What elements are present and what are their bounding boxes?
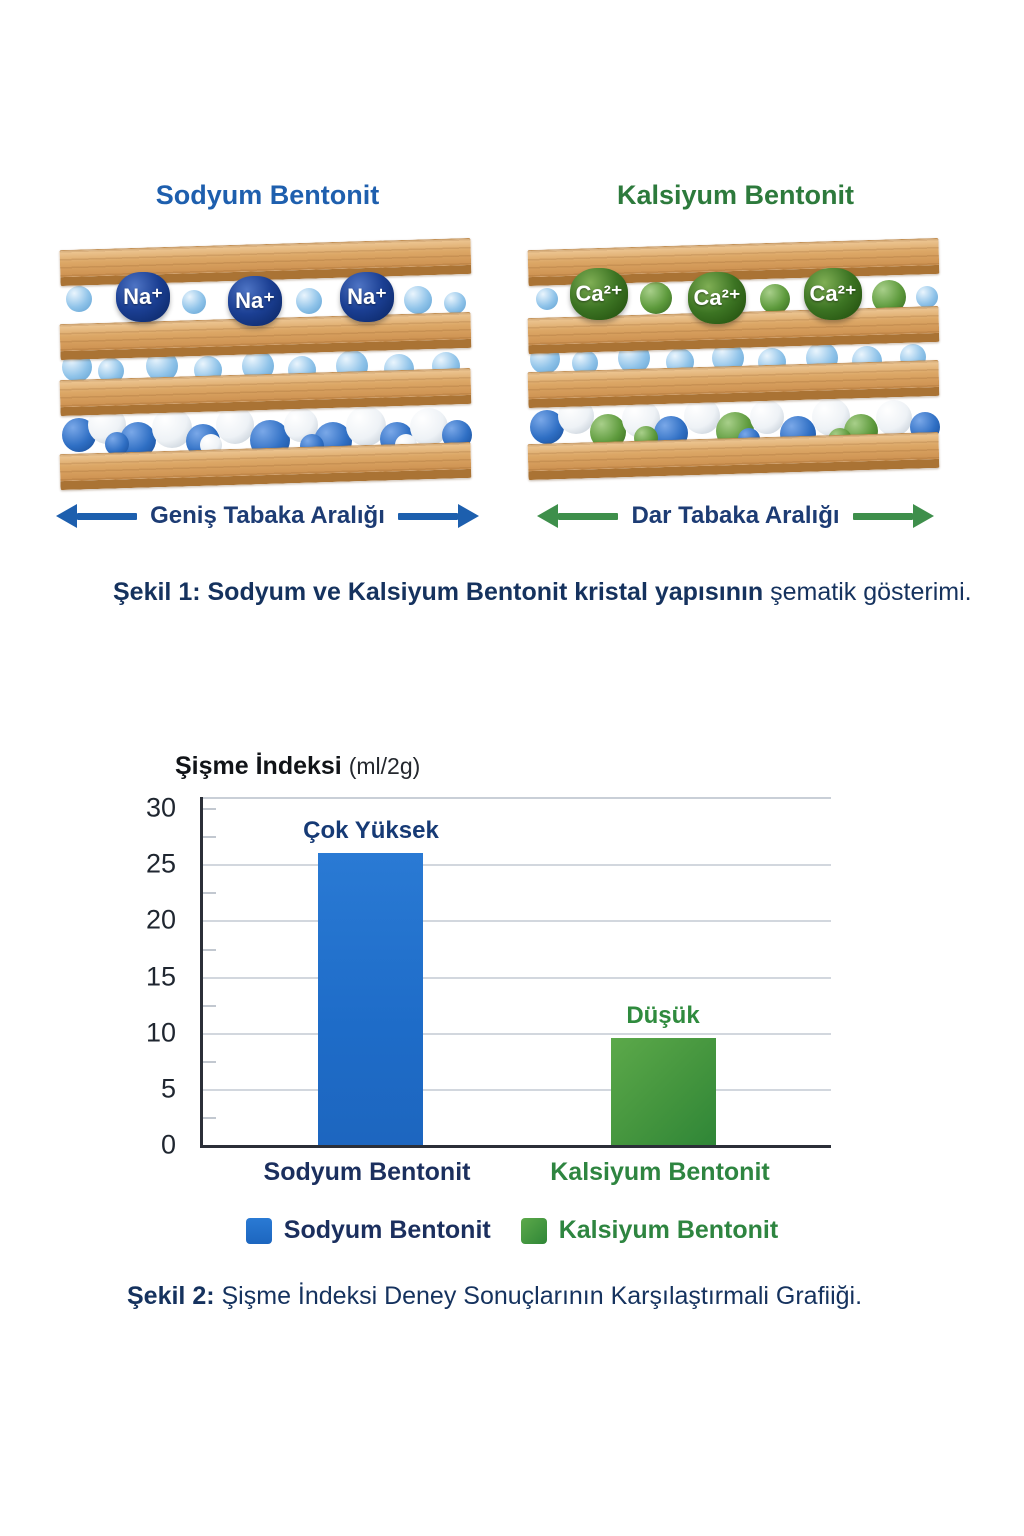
figure1-caption: Şekil 1: Sodyum ve Kalsiyum Bentonit kri… — [113, 578, 972, 606]
sodium-bentonite-title: Sodyum Bentonit — [155, 180, 380, 210]
molecule-sphere — [750, 400, 784, 434]
y-tick-label: 0 — [160, 1129, 176, 1160]
arrow-left-icon — [77, 512, 138, 520]
gridline-10 — [203, 1032, 831, 1035]
molecule-sphere — [684, 398, 720, 434]
molecule-sphere — [296, 288, 322, 314]
minor-tick — [203, 1116, 216, 1119]
molecule-sphere — [216, 406, 254, 444]
minor-tick — [203, 948, 216, 951]
x-category-calcium: Kalsiyum Bentonit — [550, 1158, 770, 1186]
calcium-bentonite-diagram: Ca²⁺ Ca²⁺ Ca²⁺ — [527, 237, 943, 492]
gridline-25 — [203, 864, 831, 867]
sodium-ion: Na⁺ — [228, 276, 282, 326]
molecule-sphere — [876, 400, 912, 436]
molecule-sphere — [152, 408, 192, 448]
molecule-sphere — [536, 288, 558, 310]
sodium-ion: Na⁺ — [340, 272, 394, 322]
narrow-layer-spacing-label: Dar Tabaka Aralığı — [528, 502, 943, 530]
molecule-sphere — [346, 406, 386, 446]
calcium-bentonite-title: Kalsiyum Bentonit — [616, 180, 855, 210]
sodium-bentonite-diagram: Na⁺ Na⁺ Na⁺ — [59, 237, 475, 492]
legend-item-calcium: Kalsiyum Bentonit — [520, 1216, 778, 1245]
y-tick-label: 15 — [145, 961, 176, 992]
minor-tick — [203, 892, 216, 895]
sodium-ion: Na⁺ — [116, 272, 170, 322]
legend-swatch-green — [520, 1217, 547, 1244]
clay-layer — [527, 431, 940, 481]
bar-value-label: Çok Yüksek — [303, 817, 439, 845]
arrow-right-icon — [397, 512, 458, 520]
molecule-sphere — [916, 286, 938, 308]
calcium-ion: Ca²⁺ — [688, 272, 746, 324]
minor-tick — [203, 1060, 216, 1063]
minor-tick — [203, 808, 216, 811]
gridline-20 — [203, 920, 831, 923]
figure2-caption: Şekil 2: Şişme İndeksi Deney Sonuçlarını… — [127, 1282, 863, 1310]
x-category-sodium: Sodyum Bentonit — [263, 1158, 471, 1186]
chart-title: Şişme İndeksi (ml/2g) — [175, 752, 421, 780]
minor-tick — [203, 836, 216, 839]
gridline-15 — [203, 976, 831, 979]
legend-item-sodium: Sodyum Bentonit — [245, 1216, 491, 1245]
y-axis-labels: 30 25 20 15 10 5 0 — [130, 793, 190, 1160]
plot-top-frame — [203, 797, 831, 799]
arrow-right-icon — [852, 512, 913, 520]
molecule-sphere — [66, 286, 92, 312]
bar-chart-plot-area: Çok Yüksek Düşük — [200, 797, 831, 1148]
calcium-ion: Ca²⁺ — [570, 268, 628, 320]
calcium-bentonite-bar — [611, 1038, 716, 1145]
molecule-sphere — [410, 408, 448, 446]
y-tick-label: 25 — [145, 848, 176, 879]
bar-value-label: Düşük — [626, 1002, 700, 1030]
y-tick-label: 30 — [145, 792, 176, 823]
legend-swatch-blue — [245, 1217, 272, 1244]
molecule-sphere — [760, 284, 790, 314]
gridline-5 — [203, 1088, 831, 1091]
wide-layer-spacing-label: Geniş Tabaka Aralığı — [60, 502, 475, 530]
sodium-bentonite-bar — [318, 853, 423, 1145]
minor-tick — [203, 1004, 216, 1007]
y-tick-label: 20 — [145, 904, 176, 935]
molecule-sphere — [444, 292, 466, 314]
y-tick-label: 5 — [160, 1073, 176, 1104]
calcium-ion: Ca²⁺ — [804, 268, 862, 320]
molecule-sphere — [640, 282, 672, 314]
chart-legend: Sodyum Bentonit Kalsiyum Bentonit — [0, 1216, 1024, 1245]
molecule-sphere — [182, 290, 206, 314]
arrow-left-icon — [558, 512, 619, 520]
molecule-sphere — [404, 286, 432, 314]
y-tick-label: 10 — [145, 1017, 176, 1048]
